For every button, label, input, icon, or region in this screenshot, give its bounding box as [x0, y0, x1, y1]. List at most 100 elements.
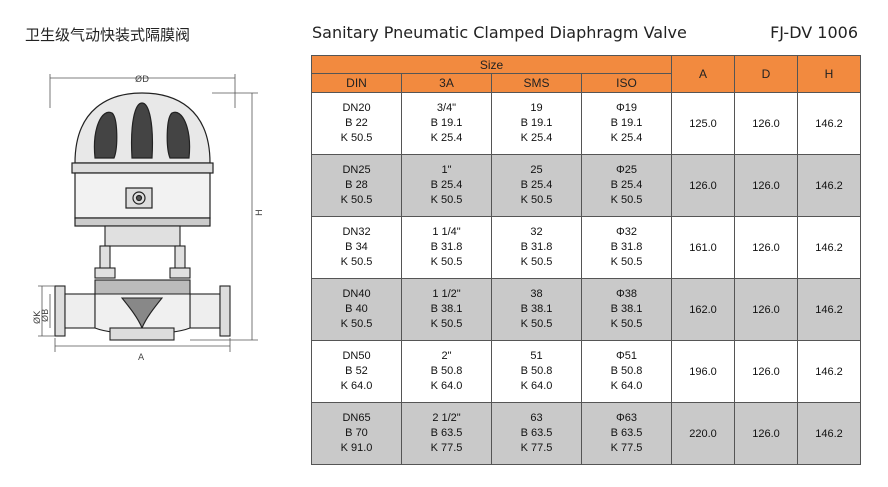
- size-line: Φ19: [615, 102, 637, 114]
- size-line: K 50.5: [340, 318, 373, 330]
- dim-cell-d: 126.0: [734, 216, 798, 279]
- col-header-iso: ISO: [581, 73, 672, 93]
- dim-cell-h: 146.2: [797, 278, 861, 341]
- h-label: H: [255, 209, 265, 216]
- size-line: B 31.8: [430, 241, 463, 253]
- size-line: K 50.5: [610, 318, 643, 330]
- size-line: DN32: [342, 226, 371, 238]
- size-line: DN50: [342, 350, 371, 362]
- size-cell-iso: Φ38 B 38.1 K 50.5: [581, 278, 672, 341]
- dim-cell-d: 126.0: [734, 278, 798, 341]
- size-line: 2": [441, 350, 452, 362]
- size-cell-sms: 19 B 19.1 K 25.4: [491, 92, 582, 155]
- size-line: 38: [530, 288, 543, 300]
- size-line: 51: [530, 350, 543, 362]
- size-line: K 25.4: [610, 132, 643, 144]
- size-line: K 50.5: [430, 318, 463, 330]
- size-group-header: Size: [311, 55, 672, 74]
- english-title: Sanitary Pneumatic Clamped Diaphragm Val…: [312, 23, 687, 42]
- dim-cell-h: 146.2: [797, 154, 861, 217]
- dim-cell-a: 161.0: [671, 216, 735, 279]
- size-cell-sms: 32 B 31.8 K 50.5: [491, 216, 582, 279]
- size-cell-a3: 1 1/2" B 38.1 K 50.5: [401, 278, 492, 341]
- size-line: K 50.5: [610, 194, 643, 206]
- size-line: K 50.5: [340, 132, 373, 144]
- size-cell-iso: Φ63 B 63.5 K 77.5: [581, 402, 672, 465]
- size-line: 1 1/4": [432, 226, 461, 238]
- col-header-d: D: [734, 55, 798, 93]
- size-line: K 77.5: [520, 442, 553, 454]
- size-line: K 50.5: [340, 194, 373, 206]
- size-line: K 50.5: [520, 256, 553, 268]
- size-line: K 77.5: [430, 442, 463, 454]
- size-line: K 50.5: [430, 194, 463, 206]
- size-line: DN65: [342, 412, 371, 424]
- size-line: 63: [530, 412, 543, 424]
- size-line: Φ51: [615, 350, 637, 362]
- size-cell-din: DN32 B 34 K 50.5: [311, 216, 402, 279]
- size-cell-din: DN20 B 22 K 50.5: [311, 92, 402, 155]
- size-line: B 31.8: [520, 241, 553, 253]
- size-cell-din: DN50 B 52 K 64.0: [311, 340, 402, 403]
- size-line: 19: [530, 102, 543, 114]
- size-cell-sms: 38 B 38.1 K 50.5: [491, 278, 582, 341]
- dim-cell-d: 126.0: [734, 154, 798, 217]
- size-line: B 22: [345, 117, 368, 129]
- bonnet-assembly: [94, 225, 191, 299]
- size-cell-a3: 1 1/4" B 31.8 K 50.5: [401, 216, 492, 279]
- size-line: B 38.1: [610, 303, 643, 315]
- air-port-icon: [125, 187, 153, 209]
- size-line: K 50.5: [430, 256, 463, 268]
- size-line: K 64.0: [520, 380, 553, 392]
- col-header-3a: 3A: [401, 73, 492, 93]
- dim-cell-a: 220.0: [671, 402, 735, 465]
- dim-cell-h: 146.2: [797, 402, 861, 465]
- size-line: DN20: [342, 102, 371, 114]
- size-line: 25: [530, 164, 543, 176]
- ok-label: ØK: [32, 310, 43, 324]
- size-line: 32: [530, 226, 543, 238]
- size-line: K 64.0: [340, 380, 373, 392]
- size-line: K 50.5: [520, 194, 553, 206]
- kb-dimension: [38, 285, 55, 337]
- dim-cell-a: 196.0: [671, 340, 735, 403]
- size-line: B 50.8: [610, 365, 643, 377]
- dim-cell-a: 162.0: [671, 278, 735, 341]
- size-line: K 25.4: [520, 132, 553, 144]
- dimension-table: Size A D H DIN 3A SMS ISO DN20 B 22 K 50.5…: [311, 55, 861, 465]
- table-row: DN65 B 70 K 91.0 2 1/2" B 63.5 K 77.5 63 B 63.5…: [311, 402, 861, 465]
- size-line: B 40: [345, 303, 368, 315]
- size-line: B 63.5: [520, 427, 553, 439]
- dim-cell-a: 126.0: [671, 154, 735, 217]
- size-cell-sms: 51 B 50.8 K 64.0: [491, 340, 582, 403]
- size-cell-iso: Φ19 B 19.1 K 25.4: [581, 92, 672, 155]
- size-line: Φ32: [615, 226, 637, 238]
- size-line: 2 1/2": [432, 412, 461, 424]
- size-line: K 50.5: [610, 256, 643, 268]
- size-line: B 38.1: [430, 303, 463, 315]
- size-line: B 34: [345, 241, 368, 253]
- table-row: DN32 B 34 K 50.5 1 1/4" B 31.8 K 50.5 32 B 31.8…: [311, 216, 861, 279]
- chinese-title: 卫生级气动快装式隔膜阀: [25, 26, 191, 44]
- dim-cell-h: 146.2: [797, 216, 861, 279]
- size-line: DN25: [342, 164, 371, 176]
- table-row: DN40 B 40 K 50.5 1 1/2" B 38.1 K 50.5 38 B 38.1…: [311, 278, 861, 341]
- dim-cell-h: 146.2: [797, 92, 861, 155]
- size-cell-sms: 63 B 63.5 K 77.5: [491, 402, 582, 465]
- size-cell-iso: Φ51 B 50.8 K 64.0: [581, 340, 672, 403]
- size-line: DN40: [342, 288, 371, 300]
- size-cell-a3: 2 1/2" B 63.5 K 77.5: [401, 402, 492, 465]
- size-cell-din: DN40 B 40 K 50.5: [311, 278, 402, 341]
- dim-cell-h: 146.2: [797, 340, 861, 403]
- size-cell-din: DN25 B 28 K 50.5: [311, 154, 402, 217]
- col-header-a: A: [671, 55, 735, 93]
- size-cell-iso: Φ25 B 25.4 K 50.5: [581, 154, 672, 217]
- size-line: B 28: [345, 179, 368, 191]
- size-line: 3/4": [436, 102, 457, 114]
- size-line: B 25.4: [610, 179, 643, 191]
- ob-label: ØB: [40, 309, 51, 322]
- size-line: B 63.5: [430, 427, 463, 439]
- dim-cell-d: 126.0: [734, 402, 798, 465]
- od-label: ØD: [135, 74, 149, 85]
- valve-technical-drawing: ØD ØK ØB: [32, 74, 265, 363]
